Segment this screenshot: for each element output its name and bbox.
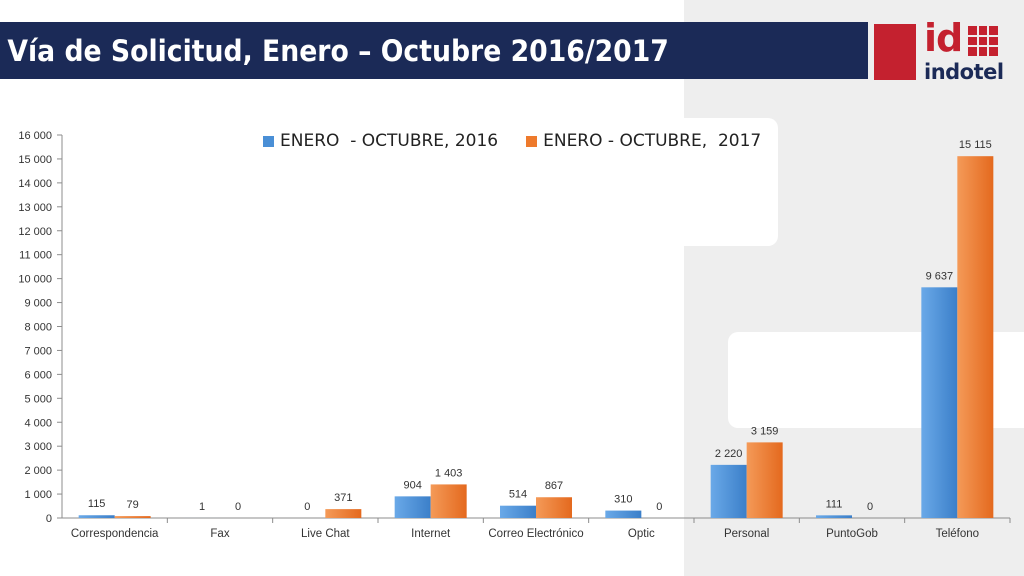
y-tick-label: 5 000 (24, 393, 52, 405)
data-label: 9 637 (926, 270, 954, 282)
data-label: 3 159 (751, 425, 779, 437)
y-tick-label: 15 000 (18, 154, 52, 166)
data-label: 904 (403, 479, 421, 491)
data-label: 15 115 (959, 139, 992, 151)
legend-label-2017: ENERO - OCTUBRE, 2017 (543, 131, 762, 151)
x-tick-label: Internet (411, 528, 451, 540)
bar-2017 (957, 156, 994, 518)
data-label: 514 (509, 489, 527, 501)
x-tick-label: Live Chat (301, 528, 350, 540)
y-tick-label: 16 000 (18, 130, 52, 142)
x-tick-label: Personal (724, 528, 769, 540)
y-tick-label: 10 000 (18, 274, 52, 286)
data-label: 1 403 (435, 467, 463, 479)
bar-2017 (746, 442, 783, 518)
bar-2016 (816, 515, 852, 518)
chart-legend: ENERO - OCTUBRE, 2016 ENERO - OCTUBRE, 2… (263, 131, 761, 151)
bar-2017 (325, 509, 362, 518)
y-tick-label: 6 000 (24, 369, 52, 381)
data-label: 0 (656, 501, 662, 513)
legend-item-2016: ENERO - OCTUBRE, 2016 (263, 131, 498, 151)
bar-2016 (78, 515, 115, 518)
x-tick-label: Optic (628, 528, 655, 540)
background-card (684, 118, 778, 246)
page-title: Vía de Solicitud, Enero – Octubre 2016/2… (7, 33, 669, 68)
logo-red-block (874, 24, 916, 80)
logo-grid-icon (968, 26, 998, 56)
logo-id-text: id (924, 16, 963, 60)
y-tick-label: 11 000 (19, 250, 52, 262)
data-label: 111 (826, 498, 843, 510)
bar-2016 (921, 287, 958, 518)
data-label: 867 (545, 480, 563, 492)
legend-label-2016: ENERO - OCTUBRE, 2016 (280, 131, 499, 151)
x-tick-label: PuntoGob (826, 528, 878, 540)
y-tick-label: 1 000 (24, 489, 52, 501)
data-label: 115 (88, 498, 106, 510)
legend-swatch-2017 (526, 135, 538, 147)
y-tick-label: 12 000 (18, 226, 52, 238)
x-tick-label: Correspondencia (71, 528, 159, 540)
x-tick-label: Teléfono (936, 528, 979, 540)
x-tick-label: Fax (210, 528, 229, 540)
y-tick-label: 3 000 (24, 441, 52, 453)
logo-wordmark: indotel (924, 60, 1004, 84)
data-label: 310 (614, 494, 632, 506)
y-tick-label: 7 000 (24, 345, 52, 357)
y-tick-label: 8 000 (24, 322, 52, 334)
y-tick-label: 0 (46, 513, 52, 525)
data-label: 371 (334, 492, 352, 504)
y-tick-label: 2 000 (24, 465, 52, 477)
bar-2016 (710, 464, 747, 518)
bar-2016 (500, 505, 536, 518)
bar-2017 (536, 497, 572, 518)
y-tick-label: 4 000 (24, 417, 52, 429)
data-label: 1 (199, 501, 205, 513)
legend-item-2017: ENERO - OCTUBRE, 2017 (526, 131, 761, 151)
data-label: 0 (235, 501, 241, 513)
data-label: 0 (867, 501, 873, 513)
indotel-logo: id indotel (874, 16, 1004, 84)
bar-2017 (114, 516, 151, 518)
title-bar: Vía de Solicitud, Enero – Octubre 2016/2… (0, 22, 868, 79)
y-tick-label: 13 000 (18, 202, 52, 214)
bar-2017 (430, 484, 467, 518)
bar-2016 (394, 496, 431, 518)
data-label: 2 220 (715, 448, 743, 460)
legend-swatch-2016 (263, 135, 274, 147)
bar-2016 (605, 510, 642, 518)
y-tick-label: 14 000 (18, 178, 52, 190)
data-label: 0 (304, 501, 310, 513)
x-tick-label: Correo Electrónico (488, 528, 583, 540)
data-label: 79 (127, 499, 139, 511)
y-tick-label: 9 000 (24, 298, 52, 310)
